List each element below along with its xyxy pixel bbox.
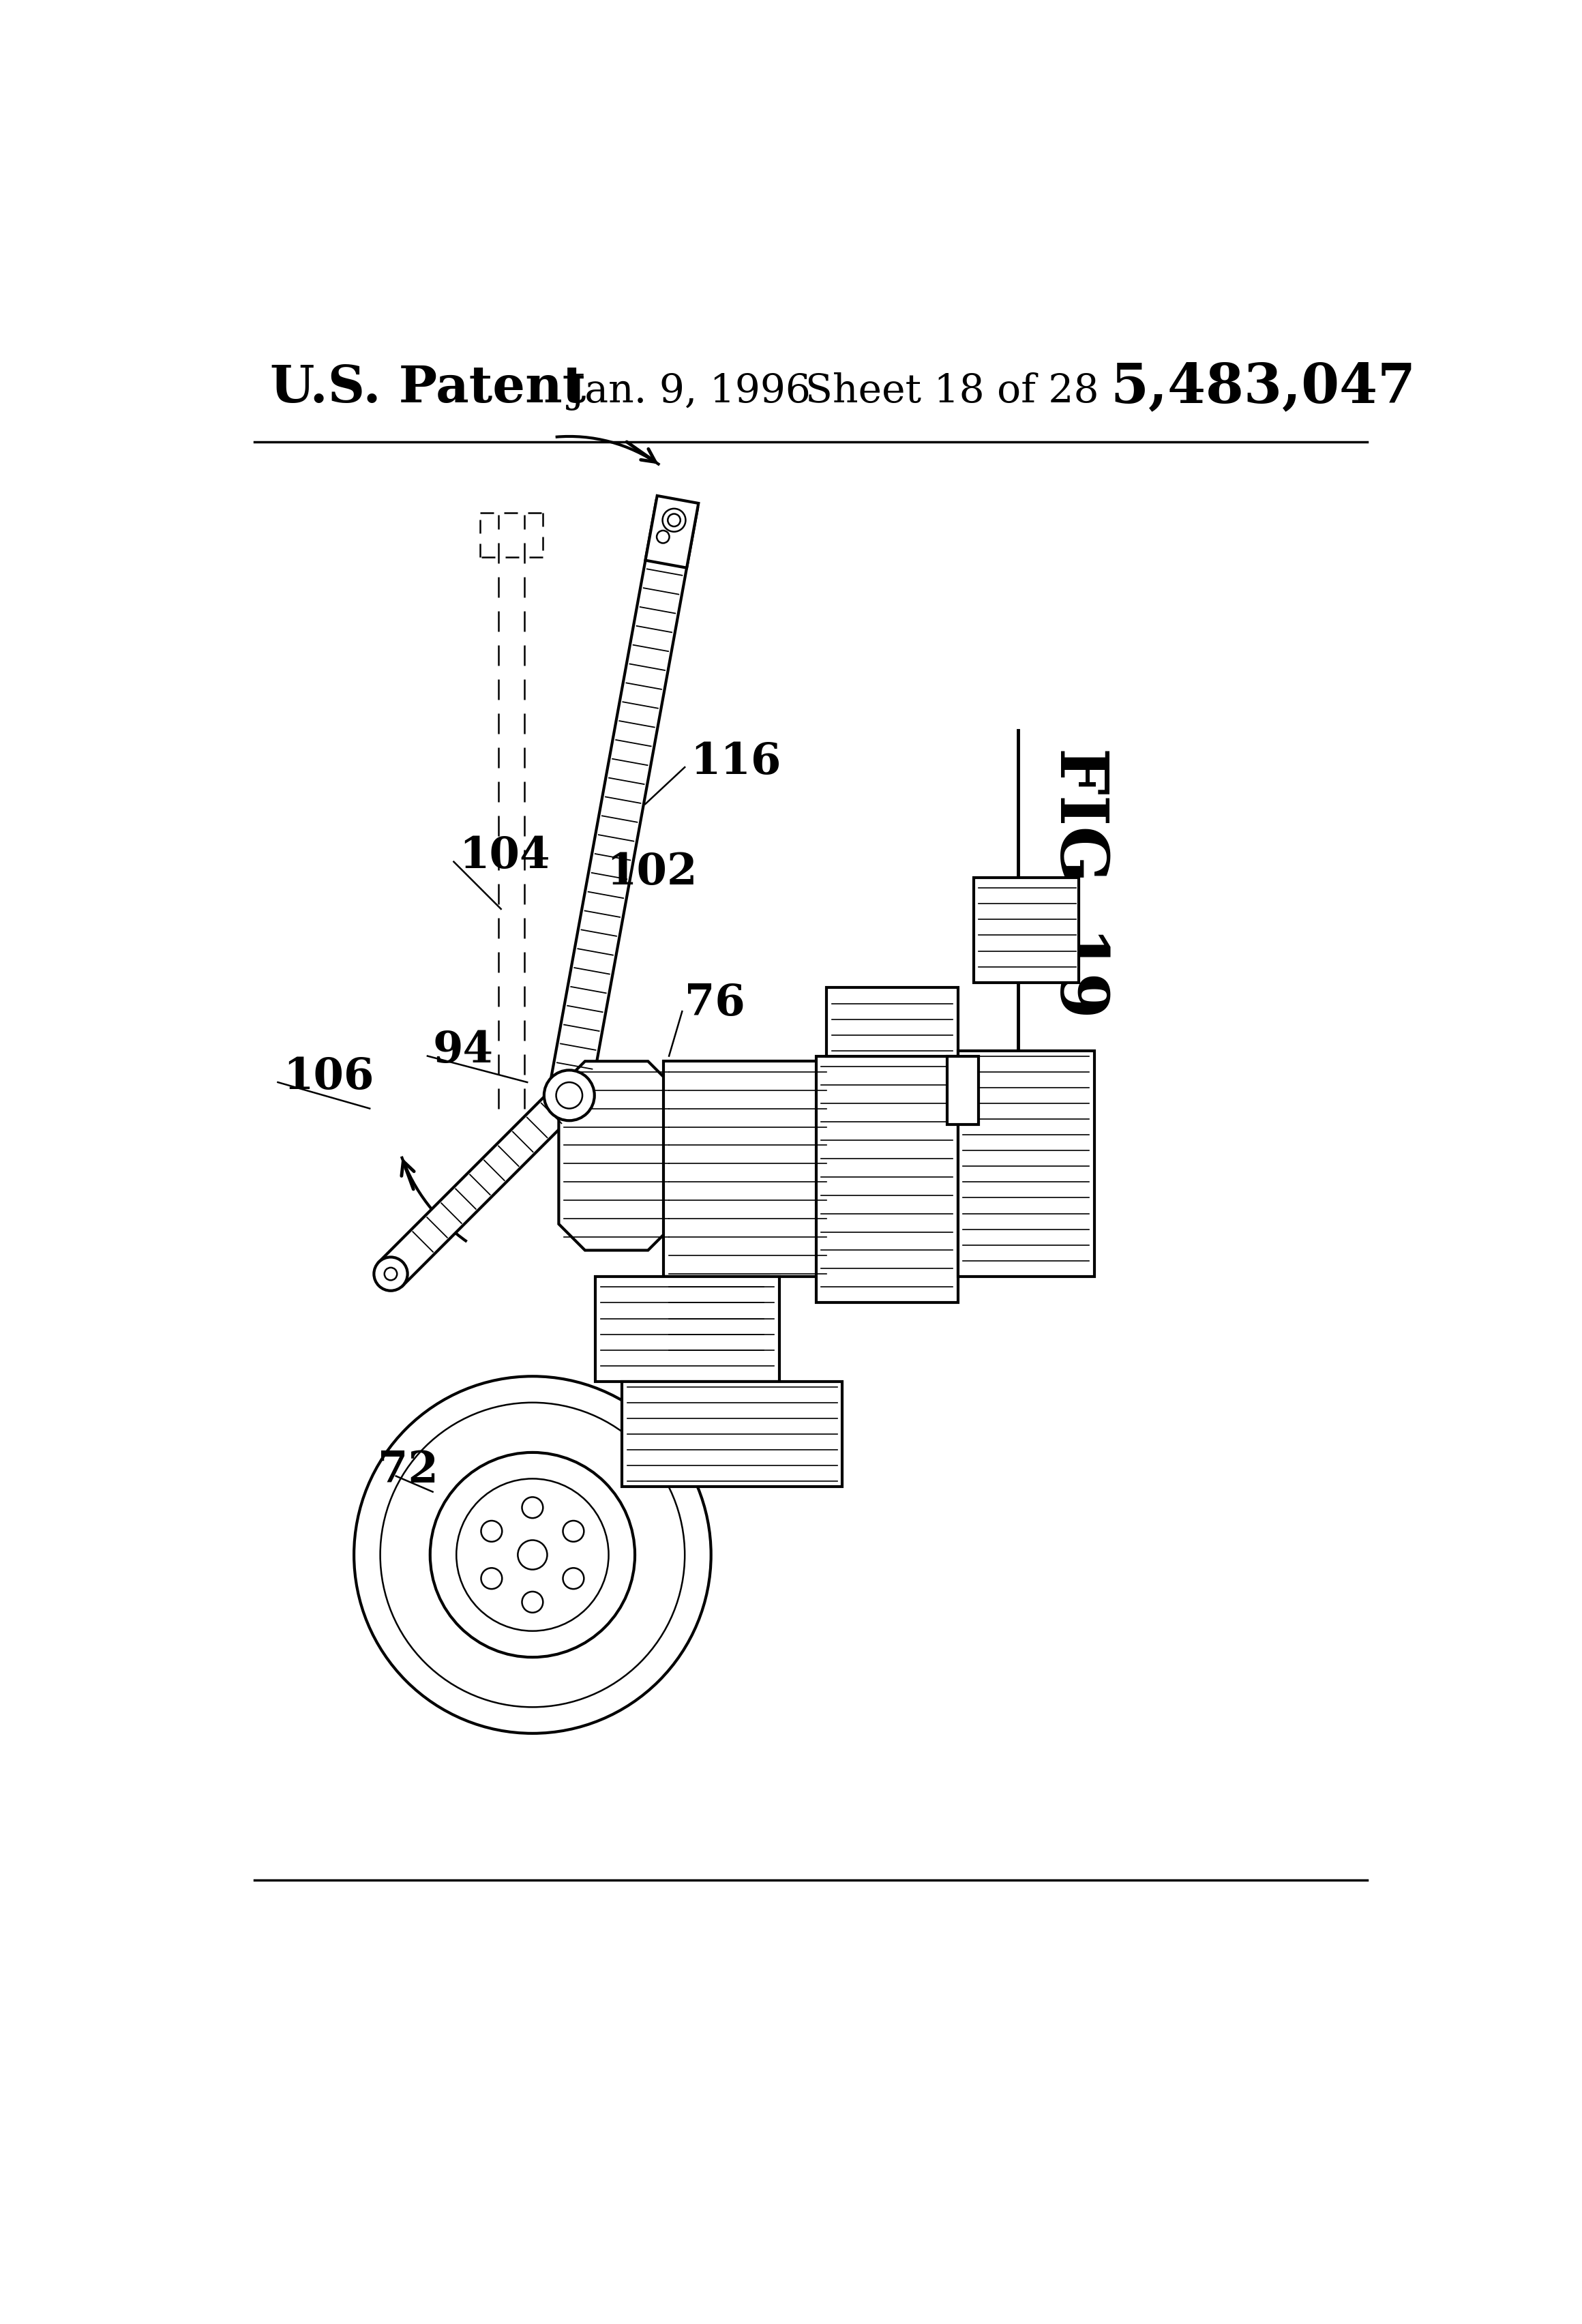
Circle shape — [481, 1569, 501, 1590]
Circle shape — [544, 1069, 595, 1120]
Text: 116: 116 — [690, 741, 782, 783]
Polygon shape — [378, 1083, 581, 1285]
Text: FIG. 19: FIG. 19 — [1047, 748, 1111, 1018]
Bar — [622, 1380, 842, 1487]
Circle shape — [517, 1541, 547, 1569]
Circle shape — [563, 1520, 584, 1541]
Text: U.S. Patent: U.S. Patent — [271, 363, 585, 414]
Bar — [957, 1050, 1095, 1276]
Polygon shape — [558, 1062, 674, 1250]
Text: Sheet 18 of 28: Sheet 18 of 28 — [805, 372, 1099, 411]
Text: 106: 106 — [283, 1055, 373, 1097]
Text: 94: 94 — [433, 1030, 494, 1071]
Text: Jan. 9, 1996: Jan. 9, 1996 — [570, 372, 812, 411]
Circle shape — [563, 1569, 584, 1590]
Circle shape — [522, 1592, 543, 1613]
Circle shape — [373, 1257, 408, 1290]
Bar — [595, 1276, 780, 1380]
Bar — [664, 1276, 769, 1360]
Bar — [816, 1055, 957, 1304]
Bar — [973, 878, 1079, 983]
Polygon shape — [549, 502, 698, 1099]
Circle shape — [522, 1497, 543, 1518]
Bar — [948, 1055, 979, 1125]
Polygon shape — [645, 495, 699, 567]
Circle shape — [430, 1452, 634, 1657]
Text: 76: 76 — [685, 983, 745, 1025]
Circle shape — [481, 1520, 501, 1541]
Text: 104: 104 — [459, 837, 551, 876]
Text: 5,483,047: 5,483,047 — [1111, 360, 1416, 414]
Bar — [664, 1062, 832, 1276]
Text: 102: 102 — [606, 851, 698, 892]
Bar — [826, 988, 957, 1055]
Text: 72: 72 — [378, 1450, 438, 1492]
